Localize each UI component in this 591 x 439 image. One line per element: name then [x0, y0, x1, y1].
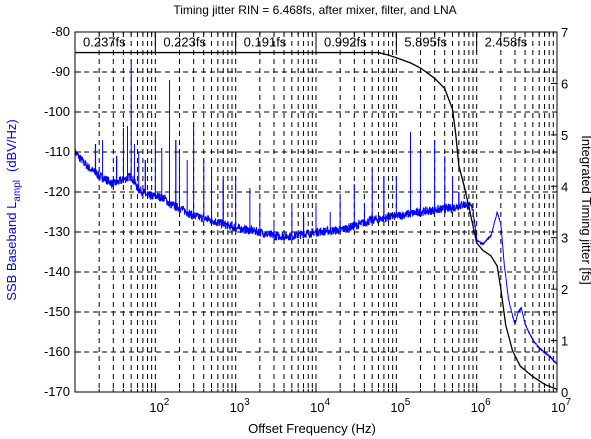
y-left-tick-label: -140 — [44, 264, 70, 279]
y-right-tick-label: 4 — [561, 179, 568, 194]
band-jitter-label: 0.237fs — [83, 35, 126, 50]
y-left-tick-label: -130 — [44, 224, 70, 239]
x-tick-exponent: 3 — [244, 397, 250, 408]
x-tick-label: 105 — [390, 397, 410, 415]
chart-title: Timing jitter RIN = 6.468fs, after mixer… — [173, 3, 456, 17]
y-right-tick-label: 3 — [561, 231, 568, 246]
x-tick-base: 10 — [390, 400, 404, 415]
x-tick-exponent: 4 — [324, 397, 330, 408]
x-tick-base: 10 — [149, 400, 163, 415]
band-jitter-label: 0.992fs — [324, 35, 367, 50]
band-jitter-label: 0.191fs — [244, 35, 287, 50]
y-axis-left-subscript: ampl — [12, 180, 23, 202]
y-right-tick-label: 2 — [561, 282, 568, 297]
series — [74, 51, 558, 391]
x-tick-label: 103 — [230, 397, 250, 415]
y-left-tick-label: -90 — [51, 64, 70, 79]
x-tick-label: 102 — [149, 397, 169, 415]
y-left-tick-label: -80 — [51, 24, 70, 39]
band-jitter-label: 5.895fs — [404, 35, 447, 50]
x-tick-label: 106 — [471, 397, 491, 415]
y-right-tick-label: 7 — [561, 25, 568, 40]
y-axis-left-prefix: SSB Baseband L — [4, 202, 19, 301]
x-tick-base: 10 — [230, 400, 244, 415]
y-left-tick-label: -100 — [44, 104, 70, 119]
y-left-tick-label: -160 — [44, 344, 70, 359]
y-right-tick-label: 5 — [561, 128, 568, 143]
y-right-tick-label: 0 — [561, 385, 568, 400]
band-jitter-label: 0.223fs — [163, 35, 206, 50]
y-left-tick-label: -110 — [45, 144, 70, 159]
x-tick-label: 107 — [551, 397, 571, 415]
x-tick-exponent: 2 — [164, 397, 170, 408]
x-tick-base: 10 — [471, 400, 485, 415]
series-integrated-jitter — [75, 51, 558, 391]
x-tick-exponent: 7 — [565, 397, 571, 408]
y-axis-right-title: Integrated Timing jitter [fs] — [579, 135, 591, 285]
x-axis-title: Offset Frequency (Hz) — [248, 421, 376, 436]
y-left-tick-label: -150 — [44, 304, 70, 319]
x-tick-base: 10 — [551, 400, 565, 415]
x-tick-base: 10 — [310, 400, 324, 415]
y-axis-left-units: (dBV/Hz) — [4, 119, 19, 172]
y-right-tick-label: 6 — [561, 76, 568, 91]
band-jitter-label: 2.458fs — [485, 35, 528, 50]
y-right-tick-label: 1 — [561, 334, 568, 349]
y-left-tick-label: -120 — [44, 184, 70, 199]
x-tick-exponent: 5 — [405, 397, 411, 408]
x-tick-exponent: 6 — [485, 397, 491, 408]
y-left-tick-label: -170 — [44, 384, 70, 399]
axis-ticks: 102 103 104 105 106 107-80-90-100-110-120-130… — [44, 24, 571, 415]
x-tick-label: 104 — [310, 397, 330, 415]
series-ssb-baseband-noise — [74, 60, 558, 365]
integration-bands: 0.237fs 0.223fs 0.191fs 0.992fs 5.895fs 2.458… — [74, 32, 558, 53]
y-axis-left-title: SSB Baseband Lampl (dBV/Hz) — [4, 119, 23, 300]
